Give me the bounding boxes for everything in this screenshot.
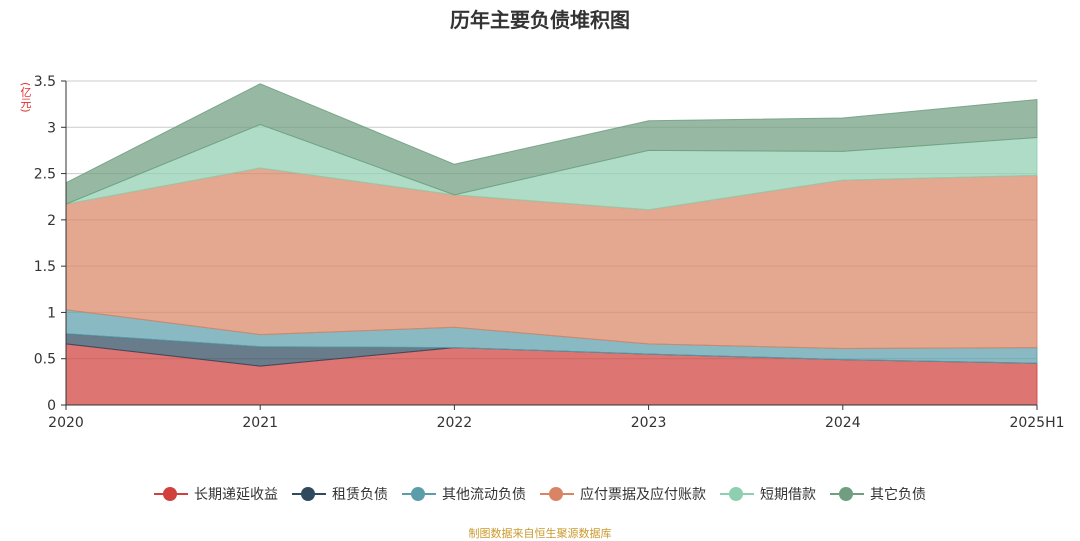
legend-swatch-icon <box>830 487 864 501</box>
y-tick-label: 1 <box>47 305 56 321</box>
y-tick-label: 0 <box>47 398 56 414</box>
x-tick-label: 2022 <box>437 415 473 431</box>
y-tick-label: 1.5 <box>34 259 56 275</box>
y-axis-unit-label: (亿元) <box>19 82 32 113</box>
x-tick-label: 2020 <box>48 415 84 431</box>
legend-swatch-icon <box>154 487 188 501</box>
x-tick-label: 2024 <box>825 415 861 431</box>
y-tick-label: 2 <box>47 213 56 229</box>
legend-item[interactable]: 其他流动负债 <box>402 484 526 504</box>
x-tick-label: 2023 <box>631 415 667 431</box>
chart-canvas: 0 0.5 1 1.5 2 2.5 3 3.5 2020 2021 2022 2023 2024 2025… <box>34 74 1065 431</box>
legend-label: 应付票据及应付账款 <box>580 487 706 503</box>
legend-swatch-icon <box>402 487 436 501</box>
legend-item[interactable]: 长期递延收益 <box>154 484 278 504</box>
x-tick-label: 2021 <box>242 415 278 431</box>
x-tick-label: 2025H1 <box>1009 415 1064 431</box>
source-note: 制图数据来自恒生聚源数据库 <box>468 527 612 540</box>
legend-label: 其他流动负债 <box>442 487 526 503</box>
legend-label: 租赁负债 <box>332 487 388 503</box>
legend-swatch-icon <box>720 487 754 501</box>
y-tick-label: 3 <box>47 120 56 136</box>
area-series <box>65 83 1038 205</box>
legend-swatch-icon <box>540 487 574 501</box>
legend-swatch-icon <box>292 487 326 501</box>
y-tick-label: 2.5 <box>34 167 56 183</box>
y-tick-label: 3.5 <box>34 74 56 90</box>
legend-label: 长期递延收益 <box>194 487 278 503</box>
y-tick-label: 0.5 <box>34 352 56 368</box>
legend: 长期递延收益 租赁负债 其他流动负债 应付票据及应付账款 短期借款 其它负债 <box>0 484 1080 504</box>
chart-title: 历年主要负债堆积图 <box>450 8 630 32</box>
legend-item[interactable]: 其它负债 <box>830 484 926 504</box>
legend-item[interactable]: 租赁负债 <box>292 484 388 504</box>
stacked-areas <box>65 83 1038 406</box>
legend-label: 短期借款 <box>760 487 816 503</box>
legend-item[interactable]: 短期借款 <box>720 484 816 504</box>
legend-item[interactable]: 应付票据及应付账款 <box>540 484 706 504</box>
legend-label: 其它负债 <box>870 487 926 503</box>
axes: 0 0.5 1 1.5 2 2.5 3 3.5 2020 2021 2022 2023 2024 2025… <box>34 74 1065 431</box>
